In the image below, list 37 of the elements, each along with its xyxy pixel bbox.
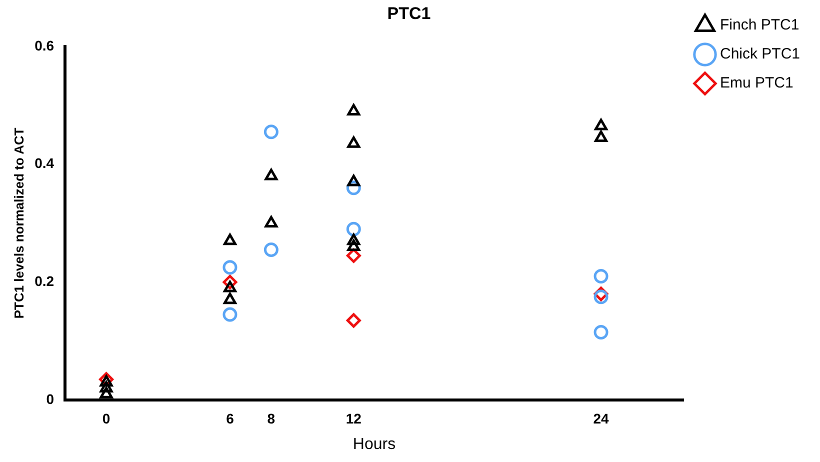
x-tick-label: 0 [102, 410, 110, 426]
point [100, 375, 113, 387]
point [346, 248, 361, 263]
y-tick-label: 0 [46, 390, 54, 407]
legend-label: Chick PTC1 [720, 46, 800, 63]
x-axis-title: Hours [352, 436, 396, 453]
point [594, 268, 608, 284]
x-tick-label: 8 [267, 410, 276, 426]
point [222, 260, 238, 275]
x-tick-label: 24 [593, 410, 610, 426]
y-axis-title: PTC1 levels normalized to ACT [11, 128, 26, 319]
point [594, 324, 608, 340]
point [346, 222, 361, 236]
y-tick-label: 0.2 [34, 272, 54, 289]
point [347, 104, 360, 116]
point [264, 168, 278, 180]
legend-label: Emu PTC1 [720, 74, 794, 92]
point [264, 242, 278, 257]
point [347, 136, 360, 148]
y-tick-label: 0.6 [34, 37, 54, 54]
point [347, 240, 360, 252]
point [594, 118, 608, 130]
point [224, 280, 236, 292]
point [264, 216, 278, 228]
chart-title: PTC1 [387, 4, 431, 23]
point [222, 307, 238, 322]
point [224, 292, 236, 304]
point [346, 313, 361, 328]
point [594, 290, 608, 304]
x-tick-label: 12 [346, 410, 362, 426]
point [594, 130, 608, 142]
x-tick-label: 6 [226, 410, 234, 426]
legend-label: Finch PTC1 [720, 16, 800, 34]
y-tick-label: 0.4 [34, 155, 54, 172]
point [347, 234, 360, 246]
point [224, 234, 236, 246]
point [347, 174, 360, 186]
